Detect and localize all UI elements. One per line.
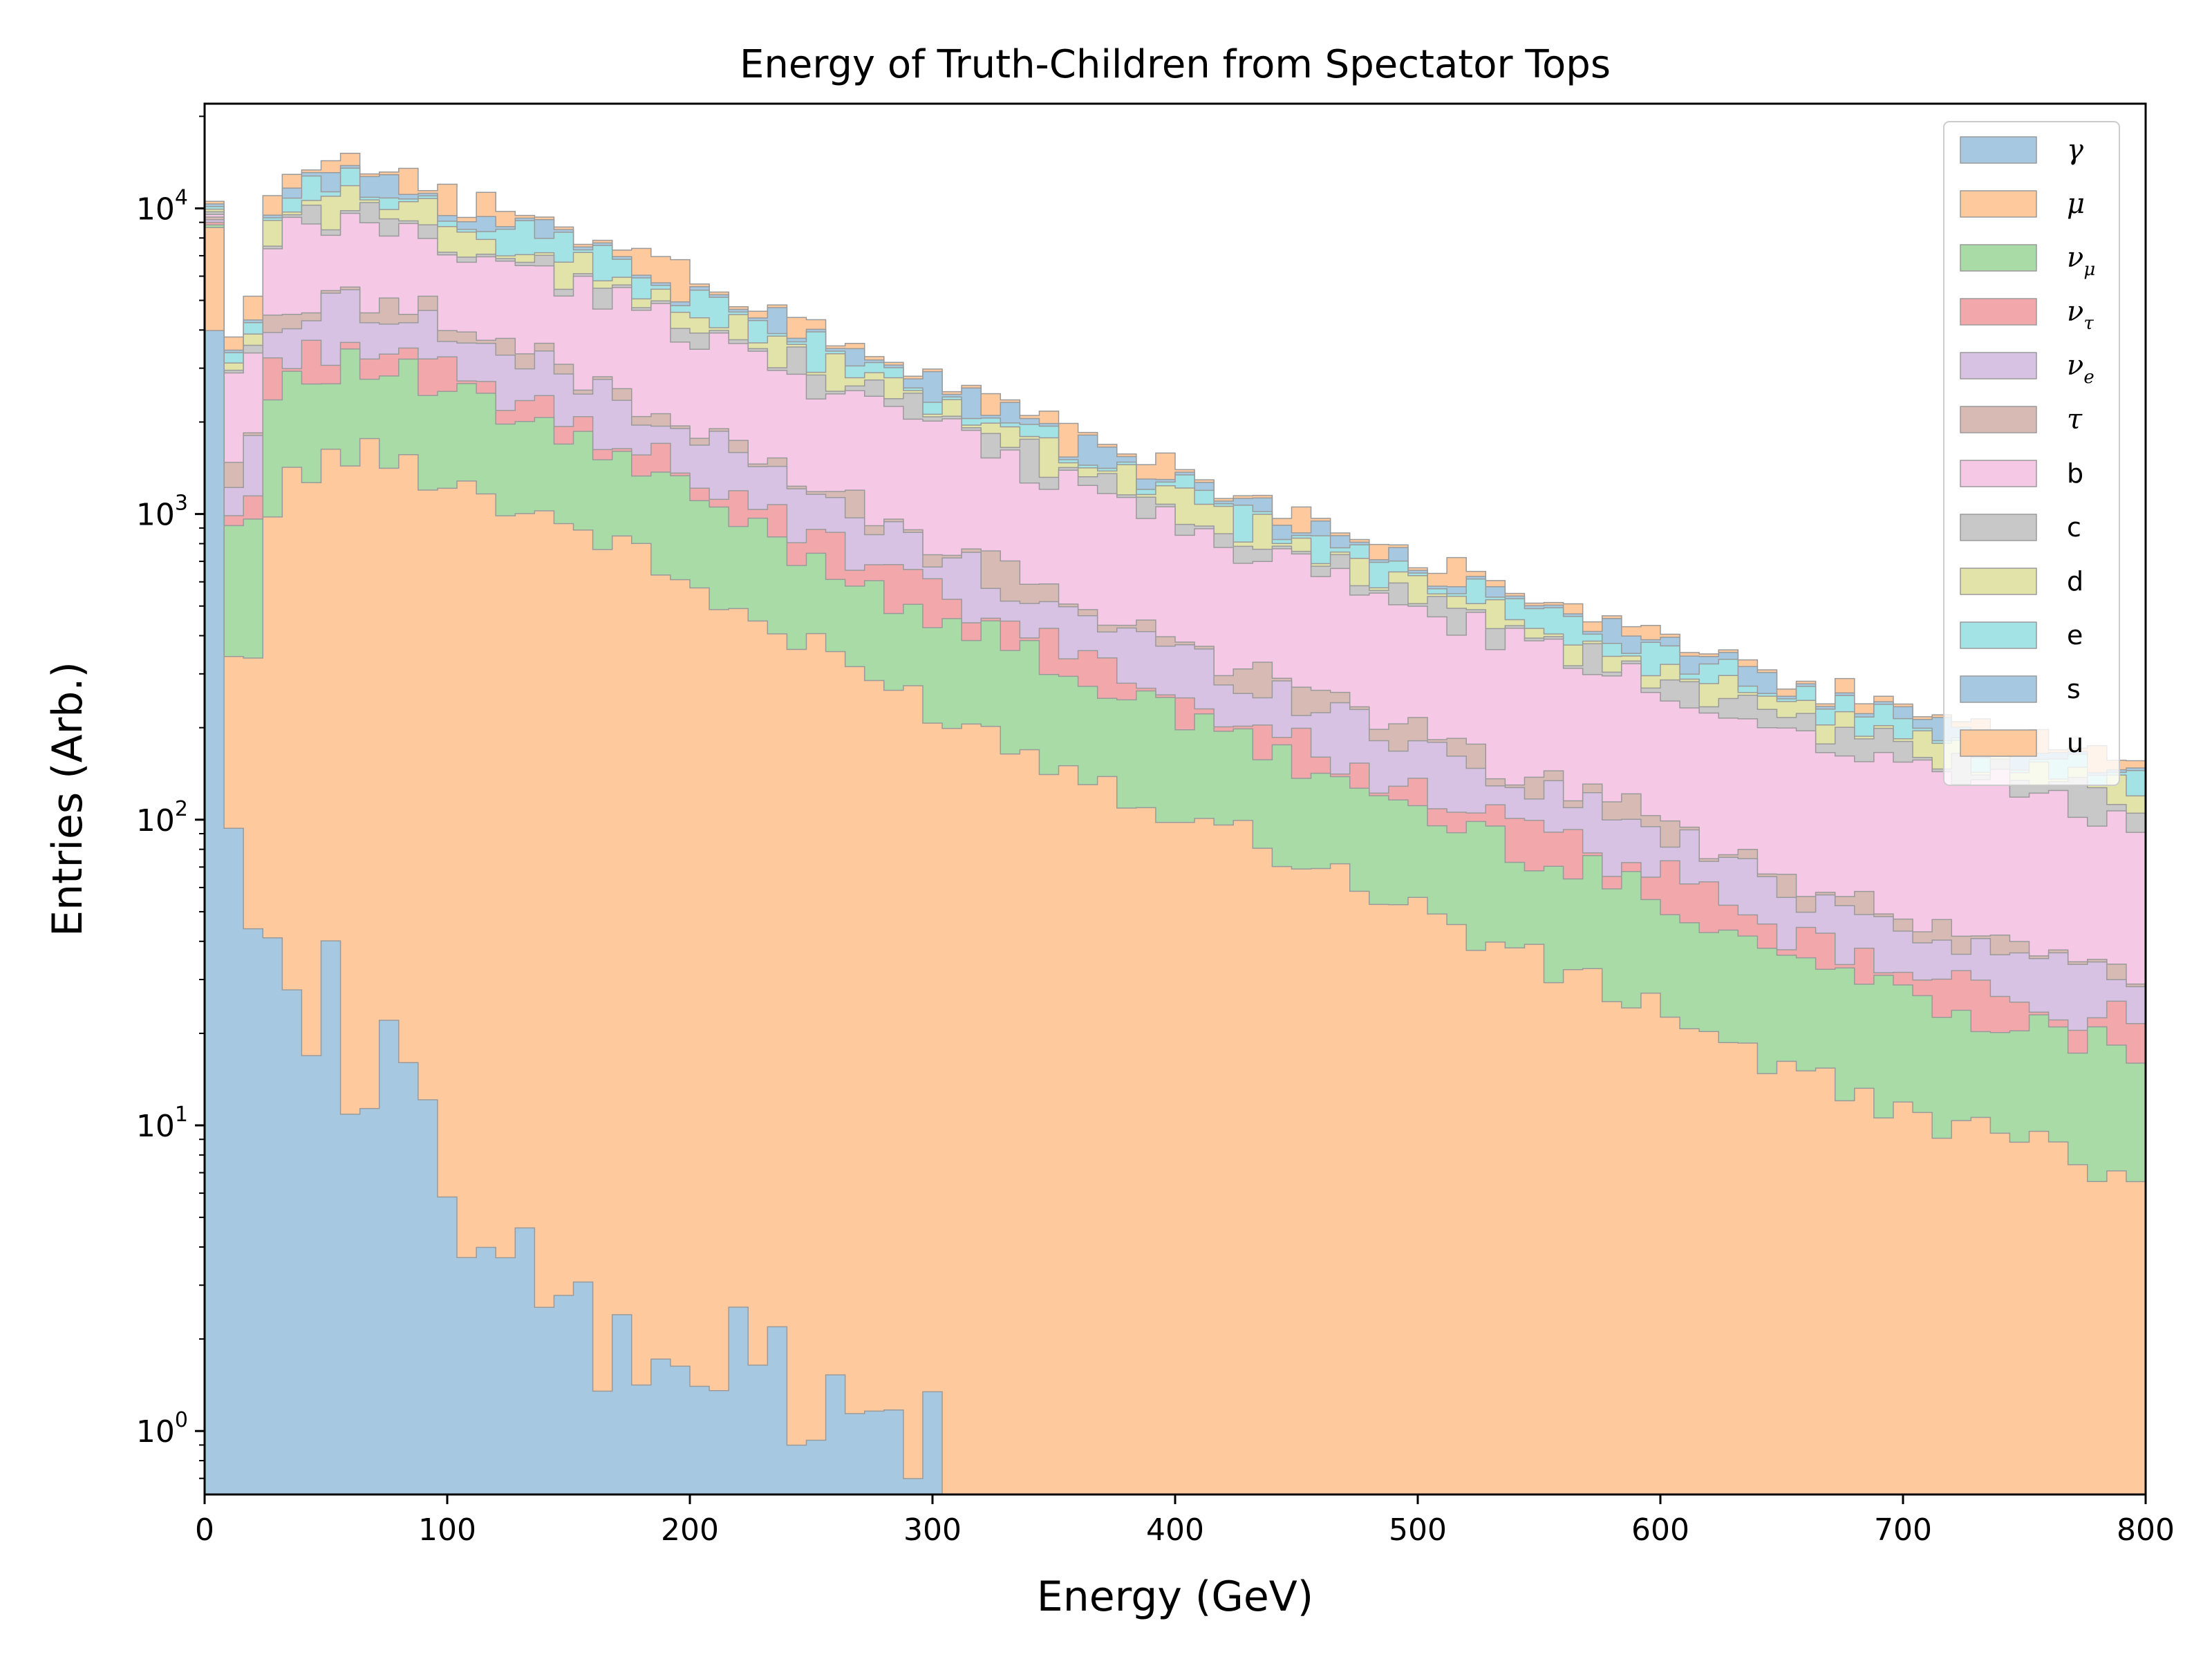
x-tick-label: 100 (418, 1512, 476, 1548)
legend-label: μ (2067, 188, 2085, 220)
legend-label: b (2067, 458, 2083, 489)
x-tick-label: 600 (1631, 1512, 1689, 1548)
legend-swatch (1960, 244, 2037, 272)
x-tick-label: 0 (195, 1512, 214, 1548)
series-layer-0 (205, 330, 943, 1494)
legend-label: νμ (2067, 242, 2095, 280)
legend-swatch (1960, 406, 2037, 433)
legend-swatch (1960, 729, 2037, 757)
legend-swatch (1960, 136, 2037, 164)
plot-area (205, 153, 2146, 1494)
x-tick-label: 500 (1389, 1512, 1447, 1548)
legend-label: u (2067, 728, 2083, 758)
legend-frame (1943, 121, 2120, 786)
x-axis: 0 100 200 300 400 500 600 700 800 (195, 1494, 2175, 1548)
legend-label: s (2067, 674, 2081, 704)
legend-swatch (1960, 298, 2037, 326)
x-tick-label: 800 (2117, 1512, 2175, 1548)
y-axis: 100 101 102 103 104 (136, 115, 205, 1479)
y-tick-label: 101 (136, 1103, 188, 1144)
legend-swatch (1960, 568, 2037, 595)
y-tick-label: 103 (136, 491, 188, 533)
legend-swatch (1960, 621, 2037, 649)
legend-swatch (1960, 514, 2037, 541)
legend-label: ντ (2067, 296, 2094, 334)
legend-swatch (1960, 460, 2037, 487)
x-tick-label: 400 (1146, 1512, 1204, 1548)
legend-swatch (1960, 352, 2037, 379)
legend-label: d (2067, 566, 2083, 597)
x-axis-label: Energy (GeV) (1037, 1573, 1313, 1621)
legend-label: e (2067, 620, 2083, 650)
x-tick-label: 300 (903, 1512, 962, 1548)
series-layer-1 (205, 227, 2146, 1494)
x-tick-label: 700 (1874, 1512, 1932, 1548)
x-tick-label: 200 (661, 1512, 719, 1548)
y-tick-label: 100 (136, 1408, 188, 1450)
y-tick-label: 104 (136, 185, 188, 227)
legend-label: νe (2067, 350, 2094, 388)
legend-label: c (2067, 512, 2081, 543)
chart-title: Energy of Truth-Children from Spectator … (740, 42, 1611, 87)
legend-swatch (1960, 190, 2037, 218)
y-axis-label: Entries (Arb.) (44, 662, 92, 937)
legend-label: τ (2067, 404, 2083, 435)
legend-label: γ (2067, 134, 2083, 166)
legend-swatch (1960, 675, 2037, 703)
y-tick-label: 102 (136, 797, 188, 838)
